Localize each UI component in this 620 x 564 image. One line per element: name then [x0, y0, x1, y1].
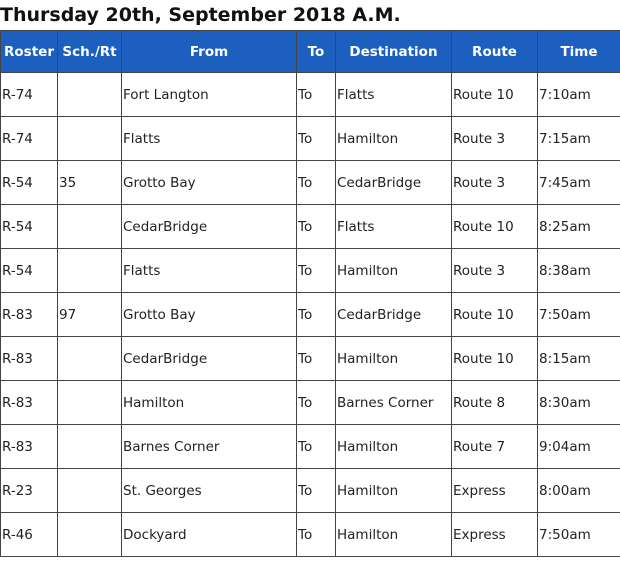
table-cell: 8:15am — [537, 336, 620, 381]
table-cell: CedarBridge — [335, 292, 452, 337]
table-row: R-54 CedarBridge To Flatts Route 10 8:25am — [0, 204, 620, 249]
table-cell: Hamilton — [121, 380, 297, 425]
table-cell: R-74 — [0, 116, 58, 161]
table-row: R-74 Flatts To Hamilton Route 3 7:15am — [0, 116, 620, 161]
table-cell: Route 3 — [451, 248, 538, 293]
table-row: R-54 Flatts To Hamilton Route 3 8:38am — [0, 248, 620, 293]
table-cell: R-54 — [0, 160, 58, 205]
table-cell — [57, 336, 122, 381]
table-cell: Grotto Bay — [121, 160, 297, 205]
table-cell — [57, 380, 122, 425]
table-cell: Route 10 — [451, 72, 538, 117]
table-row: R-83 Barnes Corner To Hamilton Route 7 9:04am — [0, 424, 620, 469]
table-cell: Hamilton — [335, 116, 452, 161]
table-cell: Express — [451, 468, 538, 513]
table-cell: 8:38am — [537, 248, 620, 293]
table-cell: Hamilton — [335, 424, 452, 469]
table-cell: Flatts — [121, 116, 297, 161]
table-cell: CedarBridge — [121, 336, 297, 381]
table-cell: Flatts — [335, 204, 452, 249]
table-cell: Hamilton — [335, 248, 452, 293]
table-cell: Route 10 — [451, 292, 538, 337]
table-cell: 7:50am — [537, 512, 620, 557]
table-row: R-23 St. Georges To Hamilton Express 8:00am — [0, 468, 620, 513]
table-row: R-54 35 Grotto Bay To CedarBridge Route 3 7:45… — [0, 160, 620, 205]
table-cell: CedarBridge — [335, 160, 452, 205]
table-cell: 7:15am — [537, 116, 620, 161]
table-cell: 35 — [57, 160, 122, 205]
table-cell: R-54 — [0, 248, 58, 293]
table-cell: 7:45am — [537, 160, 620, 205]
table-cell: To — [296, 336, 336, 381]
table-cell: To — [296, 292, 336, 337]
table-cell: R-83 — [0, 292, 58, 337]
table-cell — [57, 116, 122, 161]
table-cell: To — [296, 468, 336, 513]
header-row: Roster Sch./Rt From To Destination Route Time — [0, 30, 620, 73]
table-cell: Flatts — [121, 248, 297, 293]
column-header: Destination — [335, 30, 452, 73]
table-cell: 8:00am — [537, 468, 620, 513]
table-cell: 97 — [57, 292, 122, 337]
table-cell: Route 8 — [451, 380, 538, 425]
column-header: Time — [537, 30, 620, 73]
table-cell: Route 10 — [451, 204, 538, 249]
table-cell: Route 3 — [451, 160, 538, 205]
table-cell — [57, 72, 122, 117]
table-cell — [57, 468, 122, 513]
table-row: R-74 Fort Langton To Flatts Route 10 7:10am — [0, 72, 620, 117]
table-cell: St. Georges — [121, 468, 297, 513]
table-cell: R-46 — [0, 512, 58, 557]
column-header: From — [121, 30, 297, 73]
table-cell: To — [296, 72, 336, 117]
table-cell: R-54 — [0, 204, 58, 249]
table-cell: Grotto Bay — [121, 292, 297, 337]
table-cell: Hamilton — [335, 468, 452, 513]
table-cell: Dockyard — [121, 512, 297, 557]
table-cell: Hamilton — [335, 336, 452, 381]
table-row: R-83 97 Grotto Bay To CedarBridge Route 10 7:5… — [0, 292, 620, 337]
table-cell: Flatts — [335, 72, 452, 117]
table-cell: Fort Langton — [121, 72, 297, 117]
table-cell: To — [296, 204, 336, 249]
table-cell — [57, 424, 122, 469]
table-cell: R-83 — [0, 424, 58, 469]
table-cell — [57, 204, 122, 249]
table-row: R-83 CedarBridge To Hamilton Route 10 8:15am — [0, 336, 620, 381]
table-cell: 7:10am — [537, 72, 620, 117]
table-cell: 8:25am — [537, 204, 620, 249]
table-cell: R-23 — [0, 468, 58, 513]
table-cell — [57, 248, 122, 293]
table-cell: To — [296, 248, 336, 293]
table-cell: Route 10 — [451, 336, 538, 381]
table-cell: To — [296, 512, 336, 557]
table-row: R-46 Dockyard To Hamilton Express 7:50am — [0, 512, 620, 557]
table-cell: Route 3 — [451, 116, 538, 161]
table-cell: Barnes Corner — [335, 380, 452, 425]
table-cell: Route 7 — [451, 424, 538, 469]
table-row: R-83 Hamilton To Barnes Corner Route 8 8:30am — [0, 380, 620, 425]
column-header: Sch./Rt — [57, 30, 122, 73]
table-cell: R-83 — [0, 380, 58, 425]
title: Thursday 20th, September 2018 A.M. — [0, 4, 401, 26]
table-cell: 7:50am — [537, 292, 620, 337]
table-cell: Hamilton — [335, 512, 452, 557]
table-cell: R-83 — [0, 336, 58, 381]
table-cell: To — [296, 380, 336, 425]
column-header: To — [296, 30, 336, 73]
table-cell: To — [296, 424, 336, 469]
table-cell: R-74 — [0, 72, 58, 117]
column-header: Roster — [0, 30, 58, 73]
table-cell: To — [296, 116, 336, 161]
table-cell: Express — [451, 512, 538, 557]
table-cell: CedarBridge — [121, 204, 297, 249]
table-cell — [57, 512, 122, 557]
table-cell: 9:04am — [537, 424, 620, 469]
column-header: Route — [451, 30, 538, 73]
table-cell: Barnes Corner — [121, 424, 297, 469]
schedule-table: Roster Sch./Rt From To Destination Route Time … — [0, 30, 620, 557]
table-cell: To — [296, 160, 336, 205]
table-cell: 8:30am — [537, 380, 620, 425]
